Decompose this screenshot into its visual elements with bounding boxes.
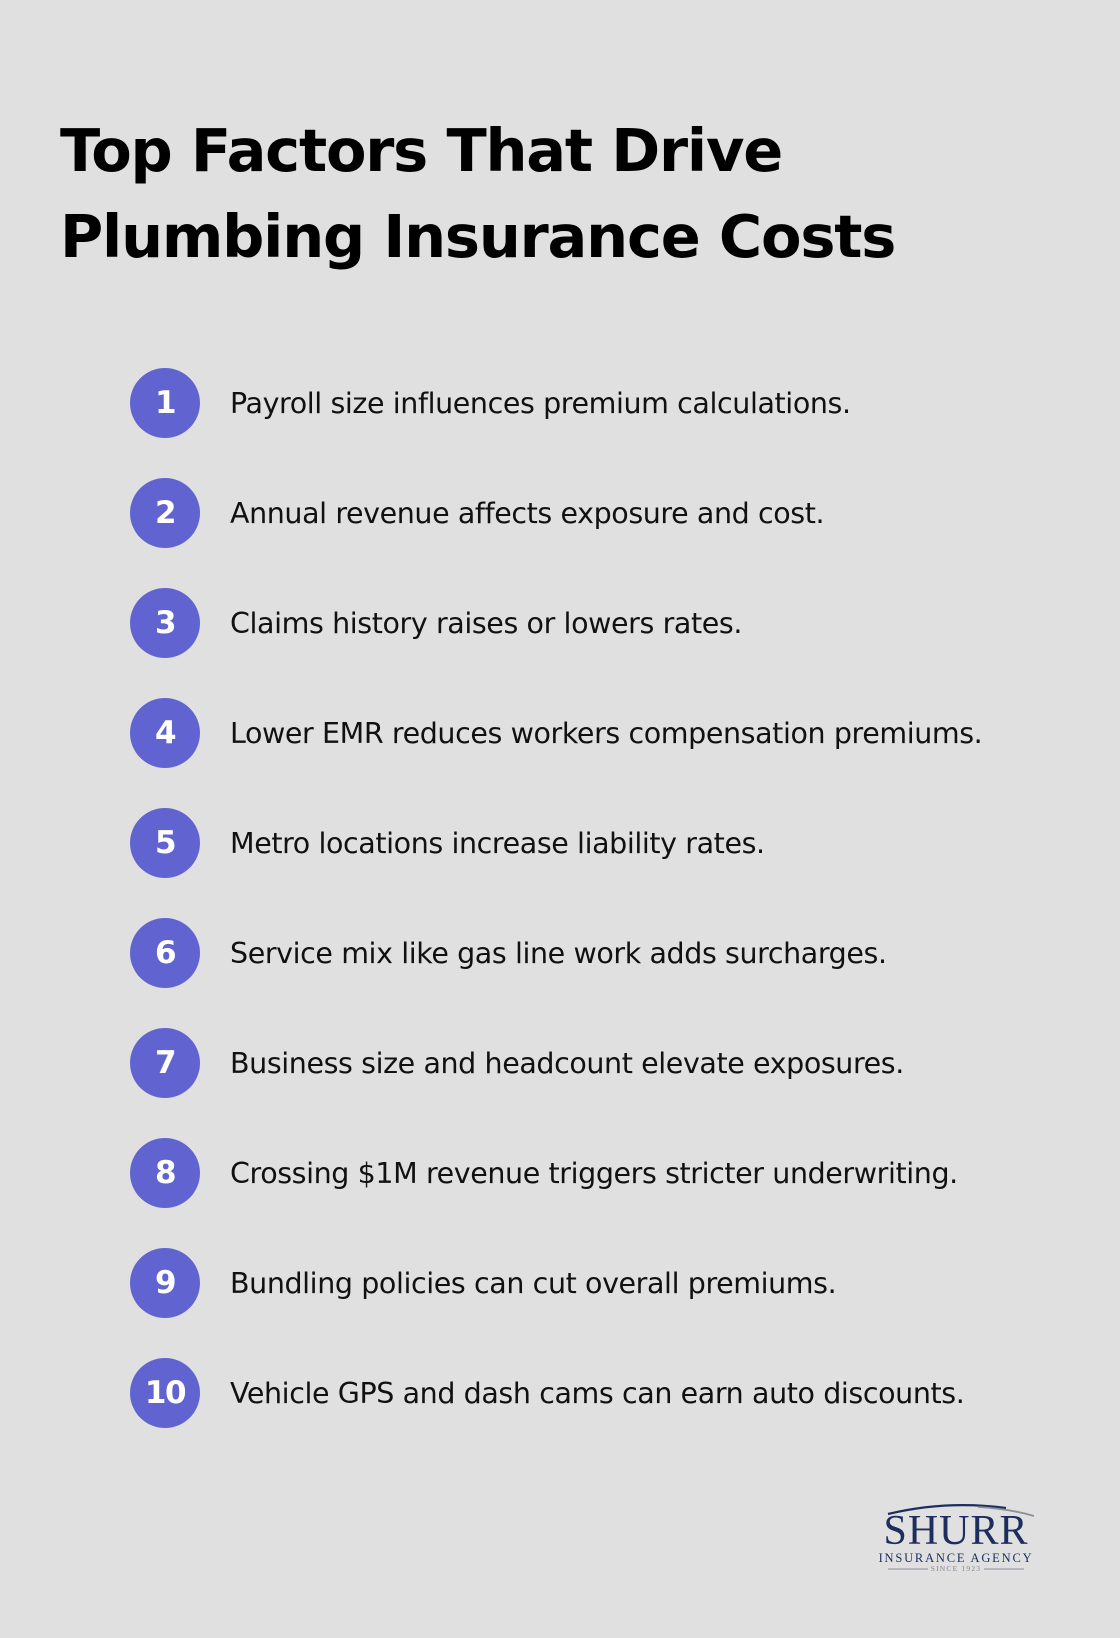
item-text: Bundling policies can cut overall premiu… bbox=[230, 1266, 837, 1300]
list-item: 7 Business size and headcount elevate ex… bbox=[130, 1028, 982, 1098]
item-text: Lower EMR reduces workers compensation p… bbox=[230, 716, 983, 750]
title-line-2: Plumbing Insurance Costs bbox=[60, 202, 896, 271]
item-text: Business size and headcount elevate expo… bbox=[230, 1046, 904, 1080]
item-text: Metro locations increase liability rates… bbox=[230, 826, 765, 860]
shurr-logo: SHURR INSURANCE AGENCY SINCE 1923 bbox=[866, 1502, 1046, 1573]
logo-swoosh-icon bbox=[887, 1503, 1035, 1570]
number-badge: 8 bbox=[130, 1138, 200, 1208]
item-text: Service mix like gas line work adds surc… bbox=[230, 936, 887, 970]
number-badge: 6 bbox=[130, 918, 200, 988]
number-badge: 10 bbox=[130, 1358, 200, 1428]
item-text: Crossing $1M revenue triggers stricter u… bbox=[230, 1156, 958, 1190]
factors-list: 1 Payroll size influences premium calcul… bbox=[130, 368, 983, 1468]
list-item: 1 Payroll size influences premium calcul… bbox=[130, 368, 982, 438]
logo-subtitle: INSURANCE AGENCY bbox=[878, 1551, 1034, 1565]
list-item: 10 Vehicle GPS and dash cams can earn au… bbox=[130, 1358, 982, 1428]
list-item: 9 Bundling policies can cut overall prem… bbox=[130, 1248, 982, 1318]
number-badge: 9 bbox=[130, 1248, 200, 1318]
item-text: Annual revenue affects exposure and cost… bbox=[230, 496, 825, 530]
page-title: Top Factors That Drive Plumbing Insuranc… bbox=[60, 108, 896, 280]
list-item: 4 Lower EMR reduces workers compensation… bbox=[130, 698, 983, 768]
item-text: Vehicle GPS and dash cams can earn auto … bbox=[230, 1376, 965, 1410]
list-item: 2 Annual revenue affects exposure and co… bbox=[130, 478, 982, 548]
logo-since: SINCE 1923 bbox=[930, 1564, 982, 1573]
item-text: Payroll size influences premium calculat… bbox=[230, 386, 851, 420]
number-badge: 3 bbox=[130, 588, 200, 658]
number-badge: 5 bbox=[130, 808, 200, 878]
logo-name: SHURR bbox=[883, 1508, 1029, 1554]
title-line-1: Top Factors That Drive bbox=[60, 116, 783, 185]
list-item: 5 Metro locations increase liability rat… bbox=[130, 808, 982, 878]
number-badge: 4 bbox=[130, 698, 200, 768]
list-item: 6 Service mix like gas line work adds su… bbox=[130, 918, 982, 988]
number-badge: 1 bbox=[130, 368, 200, 438]
list-item: 8 Crossing $1M revenue triggers stricter… bbox=[130, 1138, 982, 1208]
list-item: 3 Claims history raises or lowers rates. bbox=[130, 588, 982, 658]
number-badge: 2 bbox=[130, 478, 200, 548]
item-text: Claims history raises or lowers rates. bbox=[230, 606, 742, 640]
number-badge: 7 bbox=[130, 1028, 200, 1098]
